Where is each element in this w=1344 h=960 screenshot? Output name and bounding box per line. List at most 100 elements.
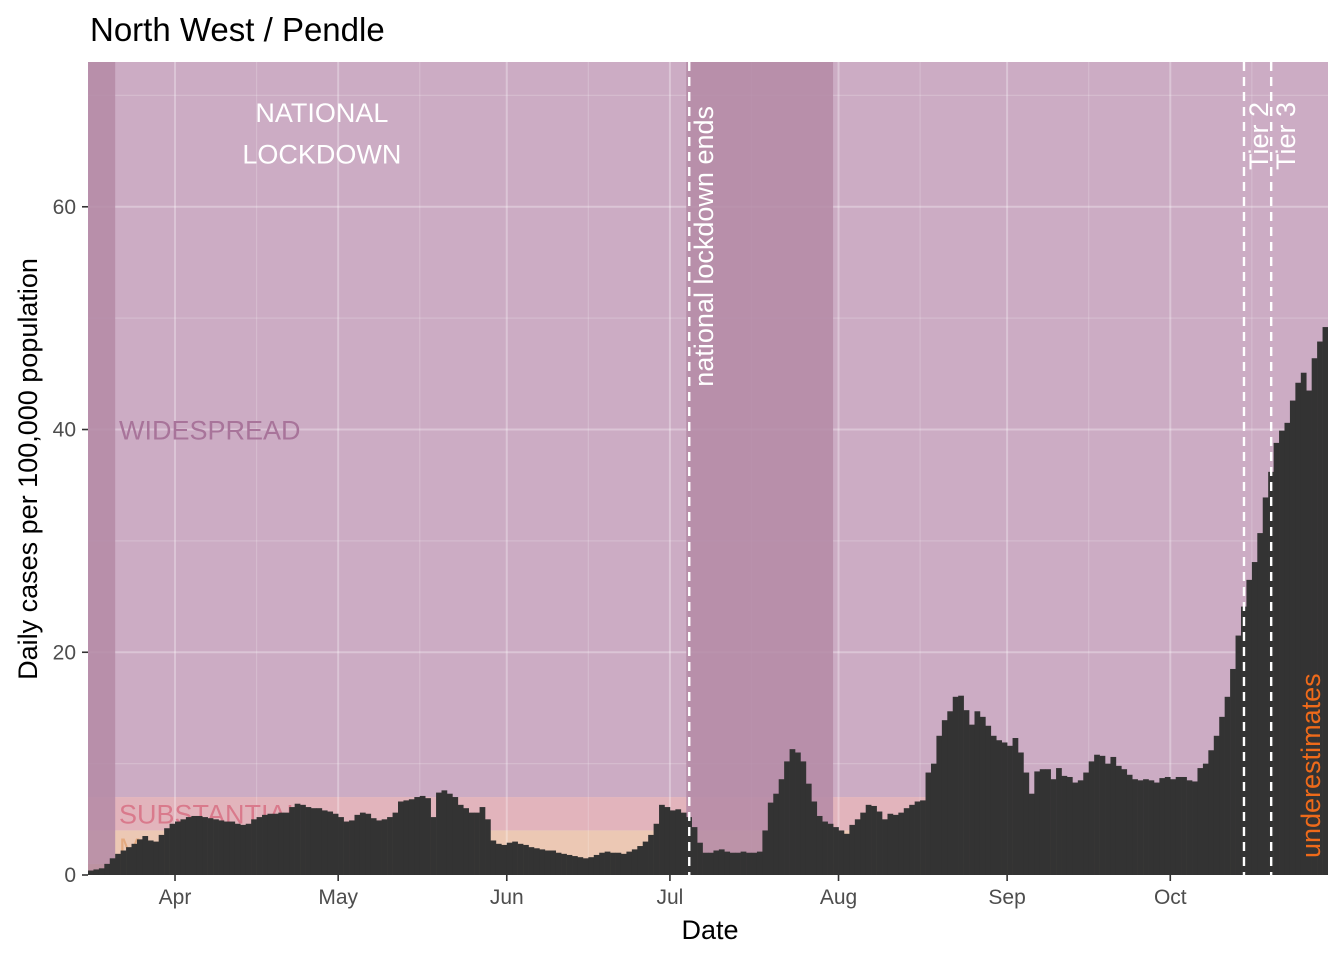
bar xyxy=(474,812,480,875)
bar xyxy=(898,812,905,875)
bar xyxy=(669,810,676,875)
bar xyxy=(256,817,263,875)
bar xyxy=(909,804,915,875)
bar xyxy=(914,801,921,875)
bar xyxy=(615,852,622,875)
bar xyxy=(718,849,725,875)
bar xyxy=(1056,768,1062,875)
bar xyxy=(349,820,355,875)
bar xyxy=(1175,776,1182,875)
bar xyxy=(196,815,203,875)
bar xyxy=(1110,756,1117,875)
bar xyxy=(1012,738,1019,875)
bar xyxy=(566,854,573,875)
x-tick-label: Oct xyxy=(1154,886,1187,909)
bar xyxy=(283,812,290,875)
bar xyxy=(1192,781,1198,875)
bar xyxy=(1230,668,1236,875)
bar xyxy=(398,801,404,875)
plot-panel: WIDESPREADSUBSTANTIALMnational lockdown … xyxy=(88,62,1344,875)
bar xyxy=(332,813,339,875)
bar xyxy=(1273,442,1280,875)
x-tick-label: Sep xyxy=(988,886,1025,909)
bar xyxy=(327,811,334,875)
bar xyxy=(631,849,638,875)
lockdown-annotation: NATIONAL xyxy=(255,98,388,128)
bar xyxy=(1045,769,1051,875)
bar xyxy=(996,740,1002,875)
bar xyxy=(648,834,654,875)
bar xyxy=(1289,400,1296,875)
bar xyxy=(1148,780,1155,875)
bar xyxy=(735,852,741,875)
bar xyxy=(1121,769,1128,875)
chart-title: North West / Pendle xyxy=(90,11,385,48)
bar xyxy=(762,830,769,875)
bar xyxy=(1028,793,1035,875)
bar xyxy=(990,735,997,875)
bar xyxy=(920,800,926,875)
x-axis: Apr May Jun Jul Aug Sep Oct xyxy=(159,875,1187,909)
bar xyxy=(1066,776,1073,875)
bar xyxy=(833,827,839,875)
bar xyxy=(142,836,149,875)
bar xyxy=(109,858,116,875)
bar xyxy=(1213,735,1220,875)
bar xyxy=(925,772,932,875)
bar xyxy=(871,805,877,875)
panel-content: WIDESPREADSUBSTANTIALMnational lockdown … xyxy=(88,62,1344,875)
x-tick-label: Aug xyxy=(820,886,857,909)
bar xyxy=(865,804,872,875)
bar xyxy=(1339,215,1344,875)
bar xyxy=(164,828,170,875)
bar xyxy=(414,797,421,875)
bar xyxy=(843,833,850,875)
bar xyxy=(1317,341,1323,875)
bar xyxy=(305,807,312,875)
bar xyxy=(903,808,910,875)
bar xyxy=(680,812,687,875)
bar xyxy=(153,841,160,875)
bar xyxy=(185,817,192,875)
bar xyxy=(974,711,981,875)
bar xyxy=(675,809,682,875)
bar xyxy=(544,850,551,875)
y-axis: 0 20 40 60 xyxy=(53,196,88,887)
bar xyxy=(610,852,616,875)
bar xyxy=(218,820,225,875)
bar xyxy=(1333,260,1339,875)
bar xyxy=(664,807,671,875)
bar xyxy=(310,808,317,875)
bar xyxy=(626,851,633,875)
bar xyxy=(240,824,247,875)
bar xyxy=(1322,327,1328,875)
x-tick-label: Apr xyxy=(159,886,192,909)
bar xyxy=(1126,774,1133,875)
bar xyxy=(773,793,780,875)
bar xyxy=(207,818,214,875)
bar xyxy=(147,840,154,875)
bar xyxy=(343,821,350,875)
bar xyxy=(104,863,111,875)
bar xyxy=(213,819,219,875)
bar xyxy=(131,843,138,875)
bar xyxy=(800,761,807,875)
bar xyxy=(822,821,828,875)
bar xyxy=(1262,497,1269,875)
bar xyxy=(1164,776,1171,875)
bar xyxy=(1023,772,1030,875)
bar xyxy=(941,720,948,875)
bar xyxy=(120,850,127,875)
bar xyxy=(1268,471,1274,875)
bar xyxy=(202,817,208,875)
bar xyxy=(1208,750,1215,875)
bar xyxy=(642,841,649,875)
bar xyxy=(272,813,279,875)
bar xyxy=(452,797,459,875)
bar xyxy=(158,834,165,875)
bar xyxy=(1197,768,1204,875)
bar xyxy=(191,815,198,875)
bar xyxy=(1300,372,1307,875)
bar xyxy=(1143,779,1149,875)
underestimates-label: underestimates xyxy=(1296,673,1326,858)
